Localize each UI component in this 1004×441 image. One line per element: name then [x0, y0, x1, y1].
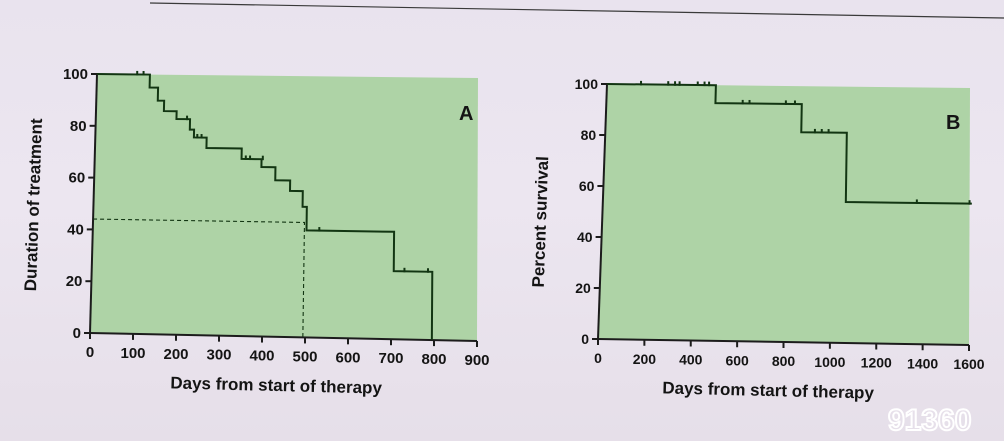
- panel-b-plot-area: [598, 84, 970, 345]
- panel-a-chart: 0 20 40 60 80 100 0 100 200 300 400 500 600 700 800 900…: [21, 66, 490, 398]
- panel-b-y-tick-label: 100: [575, 76, 599, 92]
- panel-a-x-tick-label: 700: [378, 350, 403, 367]
- panel-a-y-tick-label: 80: [70, 118, 87, 135]
- panel-b-y-tick-label: 60: [579, 178, 595, 194]
- panel-a-marks: 0 20 40 60 80 100 0 100 200 300 400 500 600 700 800 900: [63, 66, 490, 369]
- panel-b-x-tick-label: 1600: [953, 356, 984, 372]
- panel-b-x-tick-label: 200: [633, 351, 657, 367]
- panel-b-y-tick-label: 40: [577, 229, 593, 245]
- slide-edge-line: [149, 2, 1004, 19]
- panel-a-y-tick-label: 40: [67, 221, 84, 238]
- panel-b-x-tick-label: 1400: [907, 355, 938, 371]
- panel-a-y-tick-label: 20: [66, 273, 83, 290]
- panel-b-y-axis: [597, 83, 608, 340]
- panel-b-x-tick-label: 400: [679, 352, 703, 368]
- panel-a-y-tick-label: 100: [63, 66, 88, 83]
- panel-b-x-tick-label: 1200: [861, 355, 892, 371]
- panel-a-y-axis: [89, 73, 98, 334]
- panel-b-y-tick-label: 80: [581, 127, 597, 143]
- watermark-logo: 91360: [887, 403, 972, 437]
- panel-a-x-tick-label: 0: [86, 344, 94, 361]
- panel-a-x-tick-label: 900: [464, 352, 489, 369]
- panel-b-y-tick-label: 0: [581, 331, 589, 347]
- panel-b-x-tick-label: 600: [725, 352, 749, 368]
- panel-a-y-tick-label: 0: [73, 325, 81, 342]
- panel-a-x-tick-label: 200: [163, 346, 188, 363]
- panel-b-x-tick-label: 800: [772, 353, 796, 369]
- panel-a-y-axis-title: Duration of treatment: [21, 118, 46, 292]
- panel-a-x-axis-title: Days from start of therapy: [170, 373, 383, 397]
- panel-b-step-line: [606, 83, 972, 205]
- panel-a-x-tick-label: 300: [206, 347, 231, 364]
- panel-a-plot-area: [90, 74, 478, 341]
- panel-a-x-tick-label: 800: [421, 351, 446, 368]
- watermark-text: 91360: [888, 404, 971, 437]
- panel-b-letter: B: [946, 112, 960, 134]
- panel-a-x-tick-label: 400: [249, 348, 274, 365]
- panel-a-median-guide: [93, 218, 306, 338]
- panel-b-y-axis-title: Percent survival: [529, 156, 553, 288]
- panel-a-y-tick-label: 60: [69, 170, 86, 187]
- panel-b-y-tick-label: 20: [575, 280, 591, 296]
- panel-a-x-tick-label: 500: [292, 348, 317, 365]
- panel-a-x-axis: [89, 332, 478, 342]
- panel-a-step-line: [96, 73, 434, 341]
- panel-b-x-tick-label: 0: [594, 350, 602, 366]
- panel-a-letter: A: [459, 103, 473, 125]
- panel-a-x-tick-label: 600: [335, 349, 360, 366]
- panel-a-x-tick-label: 100: [120, 345, 145, 362]
- panel-b-x-tick-label: 1000: [814, 354, 845, 370]
- panel-b-x-axis-title: Days from start of therapy: [662, 378, 875, 402]
